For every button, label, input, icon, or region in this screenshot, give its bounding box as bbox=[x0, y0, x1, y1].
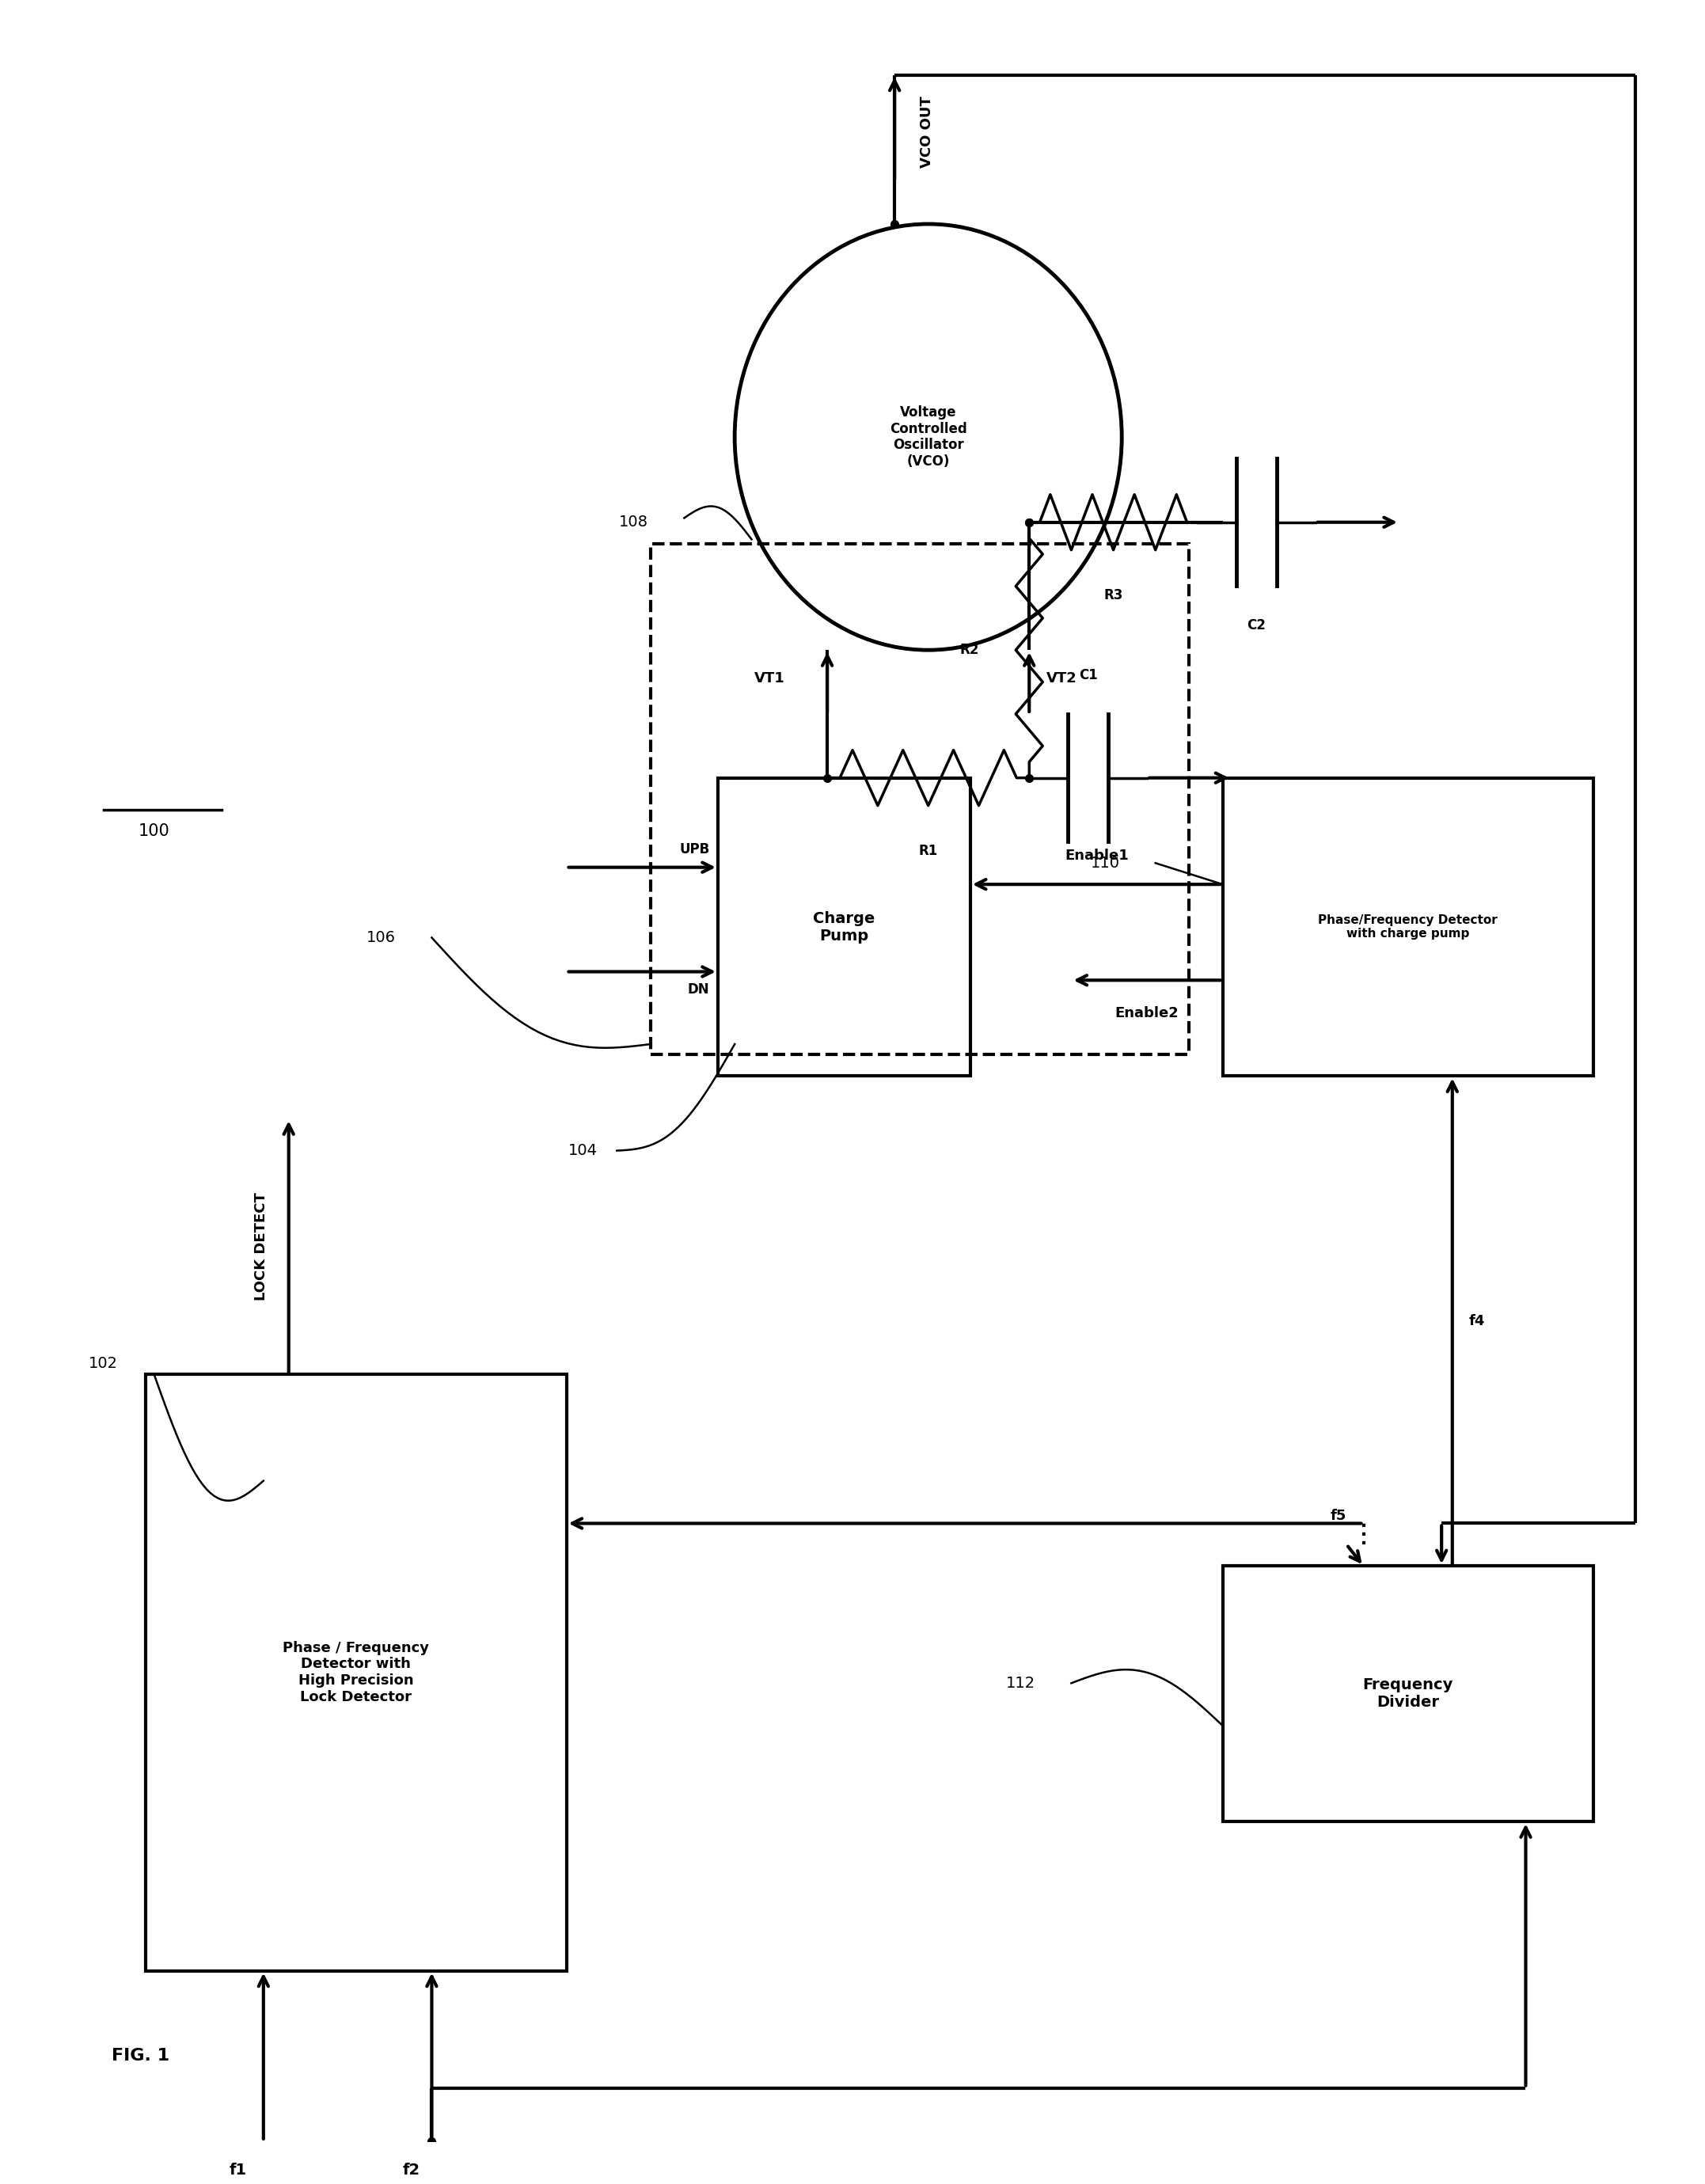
Text: DN: DN bbox=[687, 983, 709, 996]
Text: Charge
Pump: Charge Pump bbox=[813, 911, 875, 943]
Text: R2: R2 bbox=[960, 642, 979, 657]
Text: f5: f5 bbox=[1330, 1509, 1347, 1524]
Text: VT1: VT1 bbox=[755, 670, 786, 686]
Text: Enable1: Enable1 bbox=[1064, 850, 1129, 863]
Text: R1: R1 bbox=[919, 843, 938, 858]
Text: Enable2: Enable2 bbox=[1115, 1007, 1178, 1020]
Text: 108: 108 bbox=[619, 515, 648, 531]
Text: 106: 106 bbox=[367, 930, 396, 946]
Text: f1: f1 bbox=[230, 2162, 247, 2177]
Text: FIG. 1: FIG. 1 bbox=[113, 2049, 171, 2064]
Bar bbox=[1222, 1566, 1592, 1821]
Text: VCO OUT: VCO OUT bbox=[919, 96, 934, 168]
Text: Phase/Frequency Detector
with charge pump: Phase/Frequency Detector with charge pum… bbox=[1318, 915, 1497, 939]
Bar bbox=[1222, 778, 1592, 1077]
Text: Voltage
Controlled
Oscillator
(VCO): Voltage Controlled Oscillator (VCO) bbox=[890, 406, 967, 470]
Text: 102: 102 bbox=[89, 1356, 118, 1372]
Text: 112: 112 bbox=[1006, 1675, 1035, 1690]
Text: C1: C1 bbox=[1079, 668, 1098, 681]
Text: 104: 104 bbox=[568, 1142, 598, 1158]
Text: R3: R3 bbox=[1103, 587, 1124, 603]
Text: VT2: VT2 bbox=[1047, 670, 1078, 686]
Bar bbox=[145, 1374, 566, 1970]
Text: 110: 110 bbox=[1089, 856, 1120, 871]
Text: Phase / Frequency
Detector with
High Precision
Lock Detector: Phase / Frequency Detector with High Pre… bbox=[283, 1640, 430, 1704]
Text: Frequency
Divider: Frequency Divider bbox=[1362, 1677, 1453, 1710]
Bar bbox=[651, 544, 1188, 1055]
Text: C2: C2 bbox=[1246, 618, 1265, 633]
Bar bbox=[718, 778, 970, 1077]
Text: f2: f2 bbox=[402, 2162, 421, 2177]
Text: LOCK DETECT: LOCK DETECT bbox=[254, 1192, 268, 1302]
Text: 100: 100 bbox=[138, 823, 171, 839]
Text: UPB: UPB bbox=[679, 843, 709, 856]
Text: f4: f4 bbox=[1470, 1315, 1485, 1328]
